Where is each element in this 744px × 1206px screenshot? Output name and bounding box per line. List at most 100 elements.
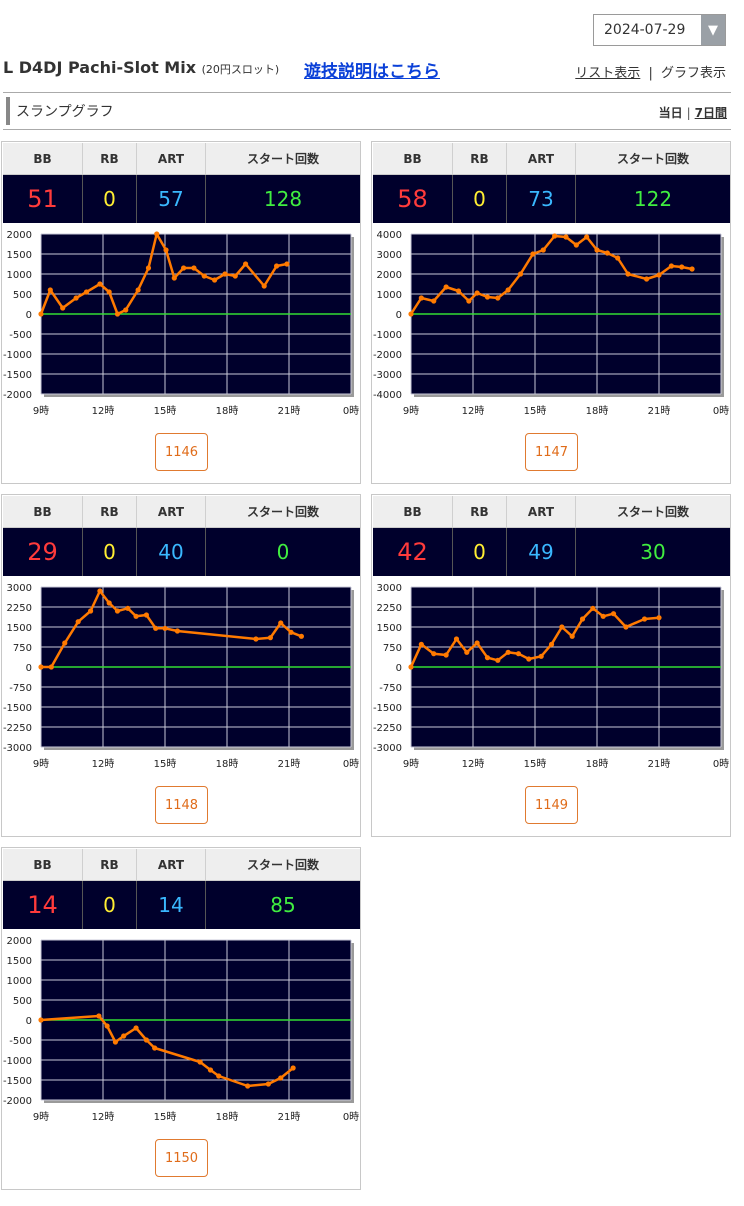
header-art: ART: [507, 496, 576, 527]
data-point: [610, 611, 617, 617]
x-tick-label: 15時: [154, 405, 177, 417]
data-point: [62, 640, 68, 646]
header-bb: BB: [3, 496, 83, 527]
machine-number-button[interactable]: 1147: [525, 433, 578, 471]
machine-number-button[interactable]: 1149: [525, 786, 578, 824]
date-select[interactable]: 2024-07-29 ▼: [593, 14, 726, 46]
data-point: [207, 1067, 214, 1073]
data-point: [656, 272, 662, 278]
value-start: 85: [270, 893, 296, 917]
data-point: [615, 255, 621, 261]
y-tick-label: -2000: [3, 1096, 32, 1107]
data-point: [125, 605, 131, 611]
x-tick-label: 21時: [278, 1111, 301, 1123]
x-tick-label: 0時: [713, 405, 729, 417]
machine-card: BB RB ART スタート回数 29 0 40 0 3000 2250 1500 7…: [1, 494, 361, 837]
value-start: 30: [640, 540, 666, 564]
x-tick-label: 21時: [278, 758, 301, 770]
x-tick-label: 18時: [586, 405, 609, 417]
data-point: [143, 612, 149, 618]
data-point: [38, 664, 44, 670]
data-point: [584, 234, 590, 240]
data-point: [278, 620, 284, 626]
data-point: [152, 1045, 158, 1051]
table-header: BB RB ART スタート回数: [373, 496, 730, 528]
range-7days-link[interactable]: 7日間: [694, 106, 727, 120]
y-tick-label: 2250: [7, 603, 32, 614]
data-point: [143, 1037, 149, 1043]
section-marker: [6, 97, 10, 125]
data-point: [106, 289, 112, 295]
data-point: [153, 625, 159, 631]
header-start: スタート回数: [246, 858, 319, 872]
data-point: [552, 233, 558, 239]
data-point: [145, 265, 152, 271]
header-start: スタート回数: [246, 505, 319, 519]
data-point: [526, 656, 532, 662]
y-tick-label: 500: [13, 290, 32, 301]
view-switcher: リスト表示 | グラフ表示: [575, 62, 726, 81]
view-separator: |: [648, 66, 653, 81]
machine-number-button[interactable]: 1148: [155, 786, 208, 824]
data-point: [484, 655, 491, 661]
y-tick-label: 0: [26, 663, 32, 674]
data-point: [288, 629, 294, 635]
x-tick-label: 0時: [343, 758, 359, 770]
table-values: 29 0 40 0: [3, 528, 360, 576]
help-link[interactable]: 遊技説明はこちら: [304, 62, 440, 82]
data-point: [474, 640, 480, 646]
machine-card: BB RB ART スタート回数 51 0 57 128 2000 1500 100…: [1, 141, 361, 484]
data-point: [600, 613, 606, 619]
data-point: [232, 273, 238, 279]
y-tick-label: -3000: [373, 743, 402, 754]
y-tick-label: 3000: [377, 250, 402, 261]
x-tick-label: 21時: [648, 405, 671, 417]
y-tick-label: 1500: [7, 250, 32, 261]
x-tick-label: 12時: [92, 405, 115, 417]
data-point: [418, 641, 424, 647]
data-point: [73, 295, 79, 301]
data-point: [604, 250, 610, 256]
value-rb: 0: [83, 528, 137, 576]
chevron-down-icon[interactable]: ▼: [701, 15, 725, 45]
header-start: スタート回数: [616, 505, 689, 519]
data-point: [96, 1013, 102, 1019]
data-point: [466, 298, 472, 304]
machine-number-button[interactable]: 1146: [155, 433, 208, 471]
y-tick-label: -4000: [373, 390, 402, 401]
y-tick-label: -1500: [3, 370, 32, 381]
value-art: 49: [507, 528, 576, 576]
value-art: 57: [137, 175, 206, 223]
data-point: [154, 231, 160, 237]
y-tick-label: -750: [379, 683, 402, 694]
data-point: [60, 305, 66, 311]
data-point: [408, 311, 414, 317]
value-rb: 0: [83, 175, 137, 223]
x-tick-label: 9時: [33, 758, 49, 770]
data-point: [668, 263, 674, 269]
y-tick-label: 0: [396, 663, 402, 674]
header-rb: RB: [453, 143, 507, 174]
data-point: [38, 1017, 44, 1023]
header-art: ART: [137, 849, 206, 880]
y-tick-label: 1000: [7, 270, 32, 281]
machine-number-button[interactable]: 1150: [155, 1139, 208, 1177]
data-point: [689, 266, 695, 272]
table-values: 42 0 49 30: [373, 528, 730, 576]
table-header: BB RB ART スタート回数: [3, 849, 360, 881]
data-point: [163, 247, 169, 253]
graph-view-label: グラフ表示: [660, 66, 726, 81]
data-point: [174, 628, 180, 634]
list-view-link[interactable]: リスト表示: [575, 66, 641, 81]
header-rb: RB: [83, 849, 137, 880]
data-point: [573, 242, 579, 248]
y-tick-label: 1000: [377, 290, 402, 301]
machine-card: BB RB ART スタート回数 42 0 49 30 3000 2250 1500…: [371, 494, 731, 837]
x-tick-label: 18時: [216, 405, 239, 417]
data-point: [114, 311, 121, 317]
y-tick-label: -2000: [373, 350, 402, 361]
machine-card: BB RB ART スタート回数 14 0 14 85 2000 1500 1000…: [1, 847, 361, 1190]
data-point: [243, 261, 249, 267]
